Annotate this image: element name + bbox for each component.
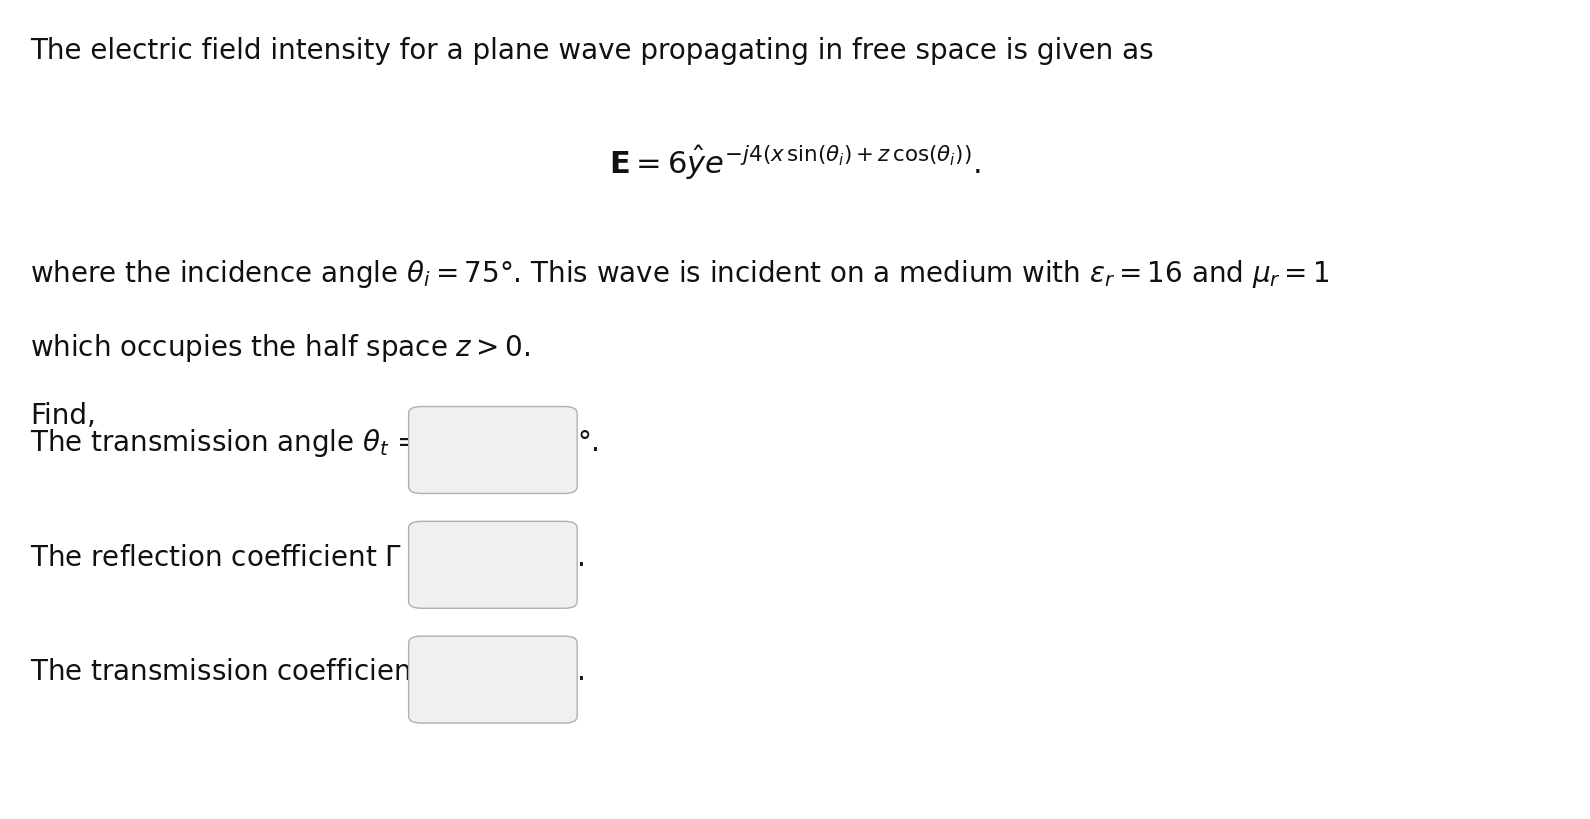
Text: The electric field intensity for a plane wave propagating in free space is given: The electric field intensity for a plane…	[30, 37, 1154, 65]
FancyBboxPatch shape	[409, 636, 577, 723]
FancyBboxPatch shape	[409, 407, 577, 494]
Text: .: .	[577, 543, 587, 571]
Text: which occupies the half space $z > 0$.: which occupies the half space $z > 0$.	[30, 332, 531, 364]
Text: The reflection coefficient $\Gamma$ =: The reflection coefficient $\Gamma$ =	[30, 543, 431, 571]
Text: $\mathbf{E} = 6\hat{y}e^{-j4(x\,\sin(\theta_i)+z\,\cos(\theta_i))}.$: $\mathbf{E} = 6\hat{y}e^{-j4(x\,\sin(\th…	[609, 143, 981, 182]
Text: The transmission coefficient $T$ =: The transmission coefficient $T$ =	[30, 658, 479, 686]
Text: $°$.: $°$.	[577, 428, 599, 456]
FancyBboxPatch shape	[409, 522, 577, 609]
Text: Find,: Find,	[30, 401, 95, 429]
Text: .: .	[577, 658, 587, 686]
Text: The transmission angle $\theta_t$ =: The transmission angle $\theta_t$ =	[30, 426, 420, 459]
Text: where the incidence angle $\theta_i = 75°$. This wave is incident on a medium wi: where the incidence angle $\theta_i = 75…	[30, 258, 1329, 290]
